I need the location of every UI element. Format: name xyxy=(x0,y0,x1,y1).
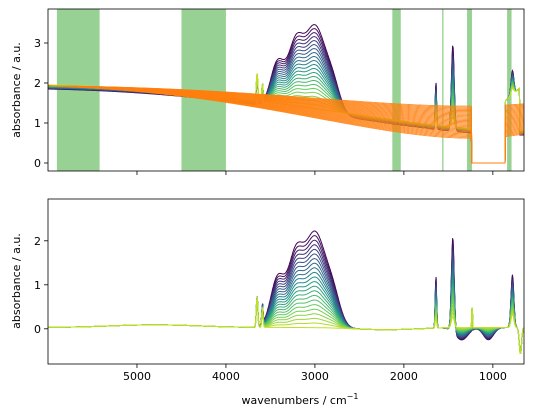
top-x-ticks xyxy=(136,171,494,175)
y-tick-label: 3 xyxy=(34,37,41,50)
bottom-x-ticks: 5000 4000 3000 2000 1000 xyxy=(123,364,507,383)
x-axis-label-text: wavenumbers / cm xyxy=(242,394,347,407)
top-panel: 0 1 2 3 absorbance / a.u. xyxy=(10,8,525,175)
corrected-spectra-lines xyxy=(48,230,524,355)
top-y-ticks: 0 1 2 3 xyxy=(34,37,48,170)
bottom-y-ticks: 0 1 2 xyxy=(34,235,48,336)
y-tick-label: 2 xyxy=(34,235,41,248)
y-tick-label: 0 xyxy=(34,157,41,170)
top-axes-frame xyxy=(47,8,525,172)
highlight-region-2 xyxy=(392,9,401,171)
y-tick-label: 1 xyxy=(34,279,41,292)
x-tick-label: 1000 xyxy=(479,370,507,383)
x-axis-label-superscript: −1 xyxy=(347,392,359,401)
bottom-panel: 0 1 2 5000 4000 3000 2000 1000 absorbance / a.… xyxy=(10,198,525,407)
x-axis-label: wavenumbers / cm−1 xyxy=(242,392,359,407)
bottom-axes-frame xyxy=(47,198,525,365)
y-tick-label: 1 xyxy=(34,117,41,130)
x-tick-label: 3000 xyxy=(301,370,329,383)
highlight-region-4 xyxy=(467,9,472,171)
y-tick-label: 2 xyxy=(34,77,41,90)
bottom-y-axis-label: absorbance / a.u. xyxy=(10,233,23,329)
top-y-axis-label: absorbance / a.u. xyxy=(10,42,23,138)
corrected-spectrum-line-21 xyxy=(48,297,524,355)
highlight-region-3 xyxy=(442,9,444,171)
x-tick-label: 5000 xyxy=(123,370,151,383)
spectra-lines xyxy=(48,24,524,164)
baseline-fit-line-29 xyxy=(48,85,524,164)
y-tick-label: 0 xyxy=(34,323,41,336)
baseline-fit-lines xyxy=(48,85,524,164)
x-tick-label: 4000 xyxy=(212,370,240,383)
x-tick-label: 2000 xyxy=(390,370,418,383)
highlight-region-5 xyxy=(507,9,512,171)
